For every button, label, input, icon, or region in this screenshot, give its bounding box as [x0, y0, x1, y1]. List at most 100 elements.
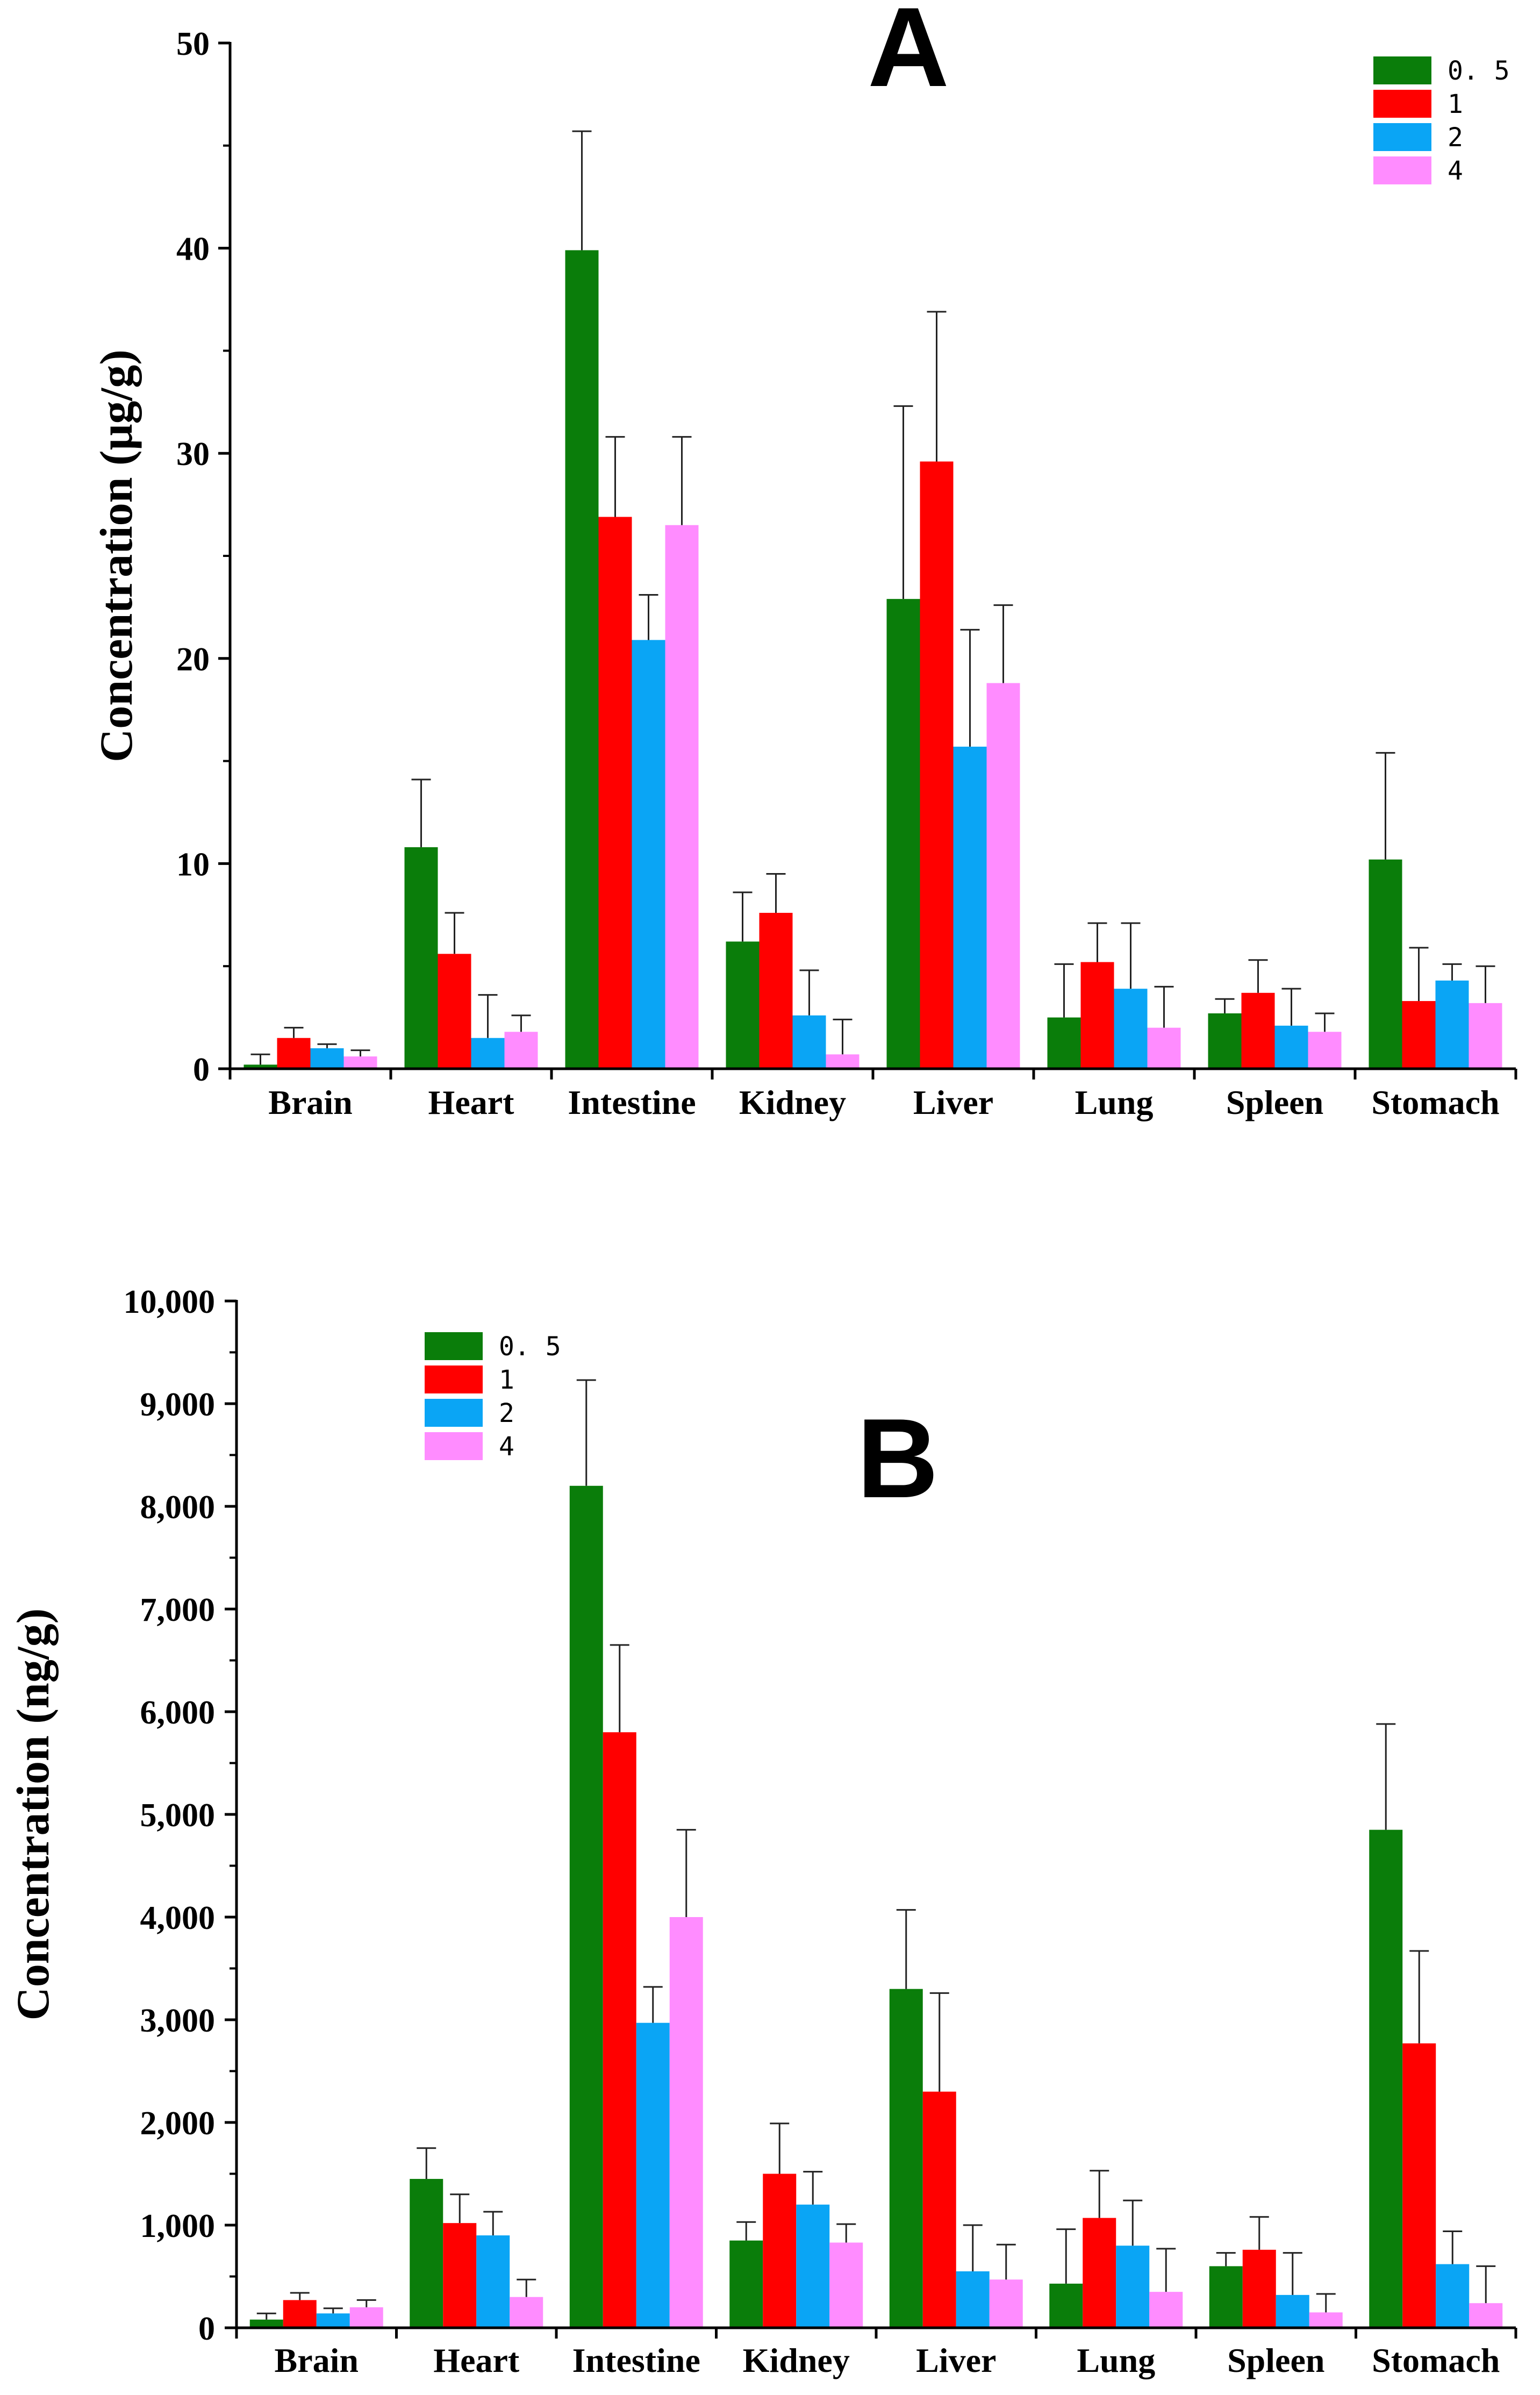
legend-label-2: 1 [1448, 89, 1463, 119]
bar-lung-series-1 [1047, 1017, 1081, 1069]
legend-label-1: 0. 5 [1448, 56, 1510, 86]
chart-panel-b: 0 1,000 2,000 3,000 4,000 5,000 6,000 7,000 8,00… [7, 1284, 1517, 2379]
bar-intestine-series-4 [665, 525, 699, 1069]
x-tick-label-intestine: Intestine [572, 2341, 700, 2379]
legend-swatch-3 [425, 1399, 483, 1427]
bar-lung-series-3 [1114, 989, 1148, 1069]
x-tick-label-intestine: Intestine [568, 1083, 696, 1121]
legend-swatch-1 [1373, 56, 1431, 84]
x-tick-label-brain: Brain [275, 2341, 359, 2379]
bar-brain-series-4 [349, 2307, 383, 2328]
legend-label-4: 4 [499, 1432, 514, 1462]
bar-brain-series-2 [283, 2300, 317, 2328]
bar-kidney-series-1 [729, 2240, 763, 2328]
bar-heart-series-3 [476, 2235, 510, 2328]
bar-spleen-series-3 [1274, 1025, 1308, 1069]
y-tick-label: 3,000 [140, 2003, 216, 2039]
legend-label-3: 2 [1448, 123, 1463, 153]
y-axis-title: Concentration (ng/g) [7, 1608, 59, 2021]
bar-kidney-series-4 [829, 2242, 863, 2328]
y-tick-label: 40 [176, 231, 210, 268]
y-tick-label: 50 [176, 26, 210, 62]
bar-kidney-series-4 [826, 1054, 859, 1069]
bar-brain-series-3 [310, 1048, 344, 1069]
legend-swatch-1 [425, 1332, 483, 1360]
x-tick-label-spleen: Spleen [1227, 2341, 1324, 2379]
bar-lung-series-1 [1049, 2283, 1083, 2328]
y-tick-label: 6,000 [140, 1695, 216, 1731]
y-tick-label: 1,000 [140, 2208, 216, 2244]
y-axis-title: Concentration (μg/g) [90, 349, 142, 762]
bar-liver-series-2 [920, 461, 954, 1069]
bar-lung-series-2 [1083, 2218, 1116, 2328]
bar-lung-series-2 [1080, 962, 1114, 1069]
bar-lung-series-4 [1147, 1027, 1181, 1069]
panel-label: B [857, 1395, 939, 1521]
bar-brain-series-4 [343, 1056, 377, 1069]
bar-brain-series-2 [277, 1038, 311, 1069]
bar-spleen-series-2 [1241, 992, 1275, 1069]
bar-intestine-series-3 [636, 2022, 670, 2328]
legend-swatch-4 [1373, 156, 1431, 184]
chart-panel-a: 0 10 20 30 40 50 Brain Heart Intestine Kidney Live… [90, 0, 1517, 1121]
legend-label-1: 0. 5 [499, 1332, 561, 1362]
bar-intestine-series-1 [565, 250, 599, 1069]
bar-intestine-series-1 [569, 1485, 603, 2328]
y-tick-label: 2,000 [140, 2105, 216, 2142]
y-tick-label: 8,000 [140, 1489, 216, 1526]
bar-stomach-series-2 [1402, 1001, 1436, 1069]
panel-label: A [868, 0, 949, 110]
bar-kidney-series-1 [726, 941, 760, 1069]
bar-liver-series-4 [989, 2279, 1023, 2328]
bar-intestine-series-2 [598, 517, 632, 1069]
x-tick-label-liver: Liver [913, 1083, 993, 1121]
legend-label-3: 2 [499, 1398, 514, 1428]
bar-lung-series-4 [1149, 2292, 1183, 2328]
x-tick-label-lung: Lung [1075, 1083, 1154, 1121]
bar-stomach-series-2 [1402, 2043, 1436, 2328]
y-tick-label: 10 [176, 846, 210, 883]
y-tick-label: 20 [176, 641, 210, 678]
y-tick-label: 7,000 [140, 1592, 216, 1628]
y-tick-label: 5,000 [140, 1797, 216, 1834]
bar-liver-series-3 [956, 2271, 990, 2328]
bar-spleen-series-2 [1242, 2249, 1276, 2328]
y-tick-label: 10,000 [124, 1284, 216, 1320]
bar-heart-series-3 [471, 1038, 505, 1069]
bar-brain-series-1 [249, 2319, 283, 2328]
bar-heart-series-1 [404, 847, 438, 1069]
bar-stomach-series-3 [1435, 980, 1469, 1069]
y-tick-label: 30 [176, 436, 210, 473]
bar-stomach-series-1 [1369, 1829, 1403, 2328]
bar-stomach-series-4 [1469, 1003, 1502, 1069]
bar-stomach-series-1 [1369, 859, 1402, 1069]
legend-swatch-2 [425, 1365, 483, 1393]
x-tick-label-stomach: Stomach [1372, 2341, 1500, 2379]
bar-intestine-series-4 [669, 1917, 703, 2328]
bar-heart-series-2 [443, 2223, 477, 2328]
bar-spleen-series-4 [1308, 1032, 1342, 1069]
bar-liver-series-3 [953, 746, 987, 1069]
y-tick-label: 0 [198, 2311, 215, 2347]
bar-heart-series-4 [504, 1032, 538, 1069]
bar-kidney-series-2 [759, 912, 793, 1069]
bar-lung-series-3 [1116, 2246, 1150, 2328]
bar-kidney-series-3 [792, 1015, 826, 1069]
x-tick-label-heart: Heart [428, 1083, 515, 1121]
y-tick-label: 0 [193, 1052, 210, 1088]
x-tick-label-spleen: Spleen [1226, 1083, 1323, 1121]
bar-brain-series-1 [243, 1064, 277, 1069]
legend-label-2: 1 [499, 1365, 514, 1395]
x-tick-label-kidney: Kidney [739, 1083, 846, 1121]
bar-heart-series-2 [438, 954, 471, 1069]
bar-spleen-series-4 [1309, 2312, 1343, 2328]
bar-intestine-series-3 [632, 640, 665, 1069]
bar-liver-series-4 [986, 683, 1020, 1069]
bar-liver-series-1 [889, 1989, 923, 2328]
y-tick-label: 9,000 [140, 1386, 216, 1423]
bar-spleen-series-1 [1209, 2266, 1243, 2328]
bar-spleen-series-1 [1208, 1013, 1242, 1069]
bar-stomach-series-3 [1436, 2264, 1470, 2328]
bar-liver-series-2 [922, 2091, 956, 2328]
bar-heart-series-4 [510, 2297, 543, 2328]
